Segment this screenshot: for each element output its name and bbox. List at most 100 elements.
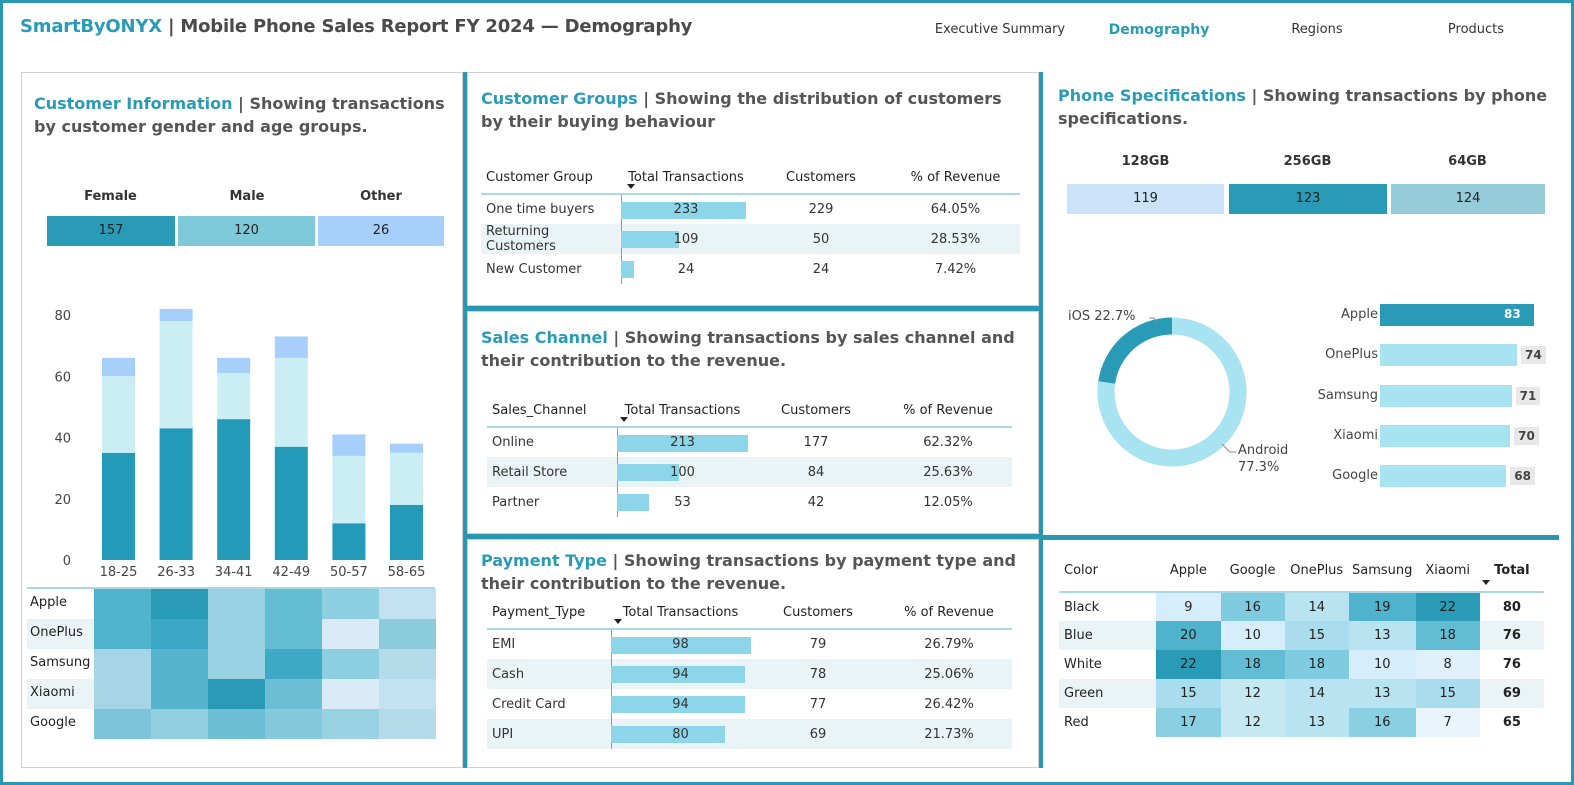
matrix-column-header[interactable]: OnePlus: [1284, 550, 1349, 593]
table-row[interactable]: Credit Card 94 77 26.42%: [487, 689, 1012, 719]
table-row[interactable]: Cash 94 78 25.06%: [487, 659, 1012, 689]
matrix-row[interactable]: White 22 18 18 10 8 76: [1059, 650, 1544, 679]
nav-products[interactable]: Products: [1447, 22, 1505, 37]
nav-demography[interactable]: Demography: [1108, 22, 1210, 38]
heatmap-cell[interactable]: [208, 649, 265, 679]
sort-desc-icon[interactable]: [620, 417, 628, 422]
heatmap-cell[interactable]: [265, 649, 322, 679]
matrix-cell[interactable]: 14: [1284, 679, 1349, 708]
brand-bar[interactable]: [1380, 424, 1511, 447]
heatmap-cell[interactable]: [151, 649, 208, 679]
table-row[interactable]: UPI 80 69 21.73%: [487, 719, 1012, 749]
heatmap-cell[interactable]: [322, 619, 379, 649]
matrix-cell[interactable]: 18: [1220, 650, 1285, 679]
table-row[interactable]: Partner 53 42 12.05%: [487, 487, 1012, 517]
heatmap-cell[interactable]: [151, 709, 208, 739]
matrix-row[interactable]: Green 15 12 14 13 15 69: [1059, 679, 1544, 708]
heatmap-cell[interactable]: [208, 589, 265, 619]
matrix-cell[interactable]: 10: [1220, 621, 1285, 650]
column-header[interactable]: Total Transactions: [621, 162, 751, 195]
matrix-cell[interactable]: 15: [1284, 621, 1349, 650]
matrix-cell[interactable]: 16: [1220, 592, 1285, 621]
heatmap-cell[interactable]: [265, 679, 322, 709]
heatmap-cell[interactable]: [94, 649, 151, 679]
heatmap-cell[interactable]: [151, 589, 208, 619]
gender-female-tile[interactable]: 157: [47, 216, 175, 246]
brand-bar[interactable]: [1380, 344, 1518, 367]
column-header[interactable]: Customers: [748, 395, 884, 428]
heatmap-cell[interactable]: [208, 709, 265, 739]
sort-desc-icon[interactable]: [1481, 580, 1490, 585]
matrix-cell[interactable]: 10: [1348, 650, 1416, 679]
column-header[interactable]: Payment_Type: [487, 597, 611, 630]
heatmap-cell[interactable]: [208, 619, 265, 649]
heatmap-cell[interactable]: [94, 619, 151, 649]
matrix-cell[interactable]: 18: [1284, 650, 1349, 679]
matrix-cell[interactable]: 17: [1156, 708, 1221, 737]
matrix-row[interactable]: Red 17 12 13 16 7 65: [1059, 708, 1544, 737]
heatmap-cell[interactable]: [151, 679, 208, 709]
matrix-row[interactable]: Blue 20 10 15 13 18 76: [1059, 621, 1544, 650]
heatmap-cell[interactable]: [94, 589, 151, 619]
nav-executive-summary[interactable]: Executive Summary: [934, 22, 1066, 37]
column-header[interactable]: % of Revenue: [891, 162, 1020, 195]
table-row[interactable]: One time buyers 233 229 64.05%: [481, 194, 1020, 224]
column-header[interactable]: Total Transactions: [617, 395, 748, 428]
column-header[interactable]: Customers: [750, 597, 886, 630]
matrix-column-header[interactable]: Apple: [1156, 550, 1221, 593]
column-header[interactable]: % of Revenue: [886, 597, 1012, 630]
matrix-cell[interactable]: 8: [1415, 650, 1480, 679]
matrix-cell[interactable]: 13: [1348, 679, 1416, 708]
matrix-cell[interactable]: 13: [1284, 708, 1349, 737]
heatmap-cell[interactable]: [322, 649, 379, 679]
column-header[interactable]: Total Transactions: [611, 597, 750, 630]
heatmap-cell[interactable]: [322, 709, 379, 739]
heatmap-cell[interactable]: [151, 619, 208, 649]
matrix-column-header[interactable]: Xiaomi: [1415, 550, 1480, 593]
matrix-cell[interactable]: 13: [1348, 621, 1416, 650]
heatmap-cell[interactable]: [322, 679, 379, 709]
heatmap-cell[interactable]: [379, 589, 436, 619]
heatmap-cell[interactable]: [379, 679, 436, 709]
matrix-cell[interactable]: 9: [1156, 592, 1221, 621]
nav-regions[interactable]: Regions: [1291, 22, 1343, 37]
matrix-cell[interactable]: 15: [1415, 679, 1480, 708]
brand-bar[interactable]: [1380, 304, 1534, 326]
heatmap-cell[interactable]: [94, 709, 151, 739]
sort-desc-icon[interactable]: [627, 184, 635, 189]
matrix-cell[interactable]: 20: [1156, 621, 1221, 650]
matrix-cell[interactable]: 12: [1220, 679, 1285, 708]
heatmap-cell[interactable]: [322, 589, 379, 619]
matrix-column-header[interactable]: Google: [1220, 550, 1285, 593]
column-header[interactable]: Customers: [751, 162, 891, 195]
table-row[interactable]: New Customer 24 24 7.42%: [481, 254, 1020, 284]
sort-desc-icon[interactable]: [614, 619, 622, 624]
matrix-cell[interactable]: 14: [1284, 592, 1349, 621]
table-row[interactable]: Retail Store 100 84 25.63%: [487, 457, 1012, 487]
matrix-cell[interactable]: 12: [1220, 708, 1285, 737]
matrix-cell[interactable]: 22: [1156, 650, 1221, 679]
table-row[interactable]: Online 213 177 62.32%: [487, 427, 1012, 457]
matrix-row[interactable]: Black 9 16 14 19 22 80: [1059, 592, 1544, 621]
brand-bar[interactable]: [1380, 465, 1507, 488]
heatmap-cell[interactable]: [265, 619, 322, 649]
gender-male-tile[interactable]: 120: [178, 216, 315, 246]
gender-other-tile[interactable]: 26: [318, 216, 444, 246]
matrix-cell[interactable]: 7: [1415, 708, 1480, 737]
column-header[interactable]: Sales_Channel: [487, 395, 617, 428]
matrix-cell[interactable]: 16: [1348, 708, 1416, 737]
storage-128gb-tile[interactable]: 119: [1067, 184, 1224, 214]
brand-bar[interactable]: [1380, 384, 1512, 407]
matrix-column-header[interactable]: Samsung: [1348, 550, 1416, 593]
matrix-cell[interactable]: 18: [1415, 621, 1480, 650]
storage-64gb-tile[interactable]: 124: [1391, 184, 1545, 214]
table-row[interactable]: Returning Customers 109 50 28.53%: [481, 224, 1020, 254]
heatmap-cell[interactable]: [379, 649, 436, 679]
matrix-column-header[interactable]: Total: [1479, 550, 1544, 593]
matrix-column-header[interactable]: Color: [1059, 550, 1157, 593]
matrix-cell[interactable]: 19: [1348, 592, 1416, 621]
heatmap-cell[interactable]: [265, 589, 322, 619]
heatmap-cell[interactable]: [379, 709, 436, 739]
heatmap-cell[interactable]: [208, 679, 265, 709]
heatmap-cell[interactable]: [379, 619, 436, 649]
